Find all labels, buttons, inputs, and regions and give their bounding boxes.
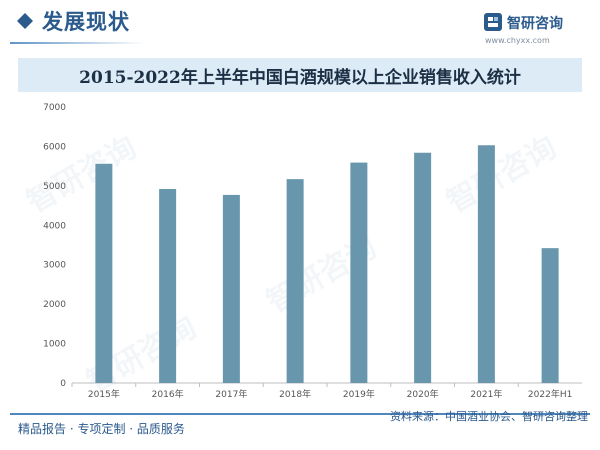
bar bbox=[286, 179, 304, 383]
source-note: 资料来源：中国酒业协会、智研咨询整理 bbox=[390, 410, 588, 423]
bar bbox=[477, 145, 495, 383]
x-tick-label: 2017年 bbox=[215, 388, 247, 400]
section-title-underline bbox=[10, 42, 145, 44]
y-tick-label: 2000 bbox=[43, 300, 66, 310]
y-tick-label: 3000 bbox=[43, 261, 66, 271]
x-tick-label: 2021年 bbox=[470, 388, 502, 400]
y-tick-label: 6000 bbox=[43, 142, 66, 152]
footer-slogan: 精品报告 · 专项定制 · 品质服务 bbox=[18, 422, 185, 436]
x-tick-label: 2019年 bbox=[343, 388, 375, 400]
x-tick-label: 2022年H1 bbox=[528, 388, 572, 400]
diamond-icon bbox=[17, 13, 33, 29]
bar bbox=[541, 248, 559, 383]
chart-title: 2015-2022年上半年中国白酒规模以上企业销售收入统计 bbox=[79, 67, 521, 88]
bar-chart: 0 1000 2000 3000 4000 5000 6000 7000 2015年 2016年 2… bbox=[43, 103, 582, 400]
brand-url: www.chyxx.com bbox=[485, 36, 550, 45]
x-tick-label: 2020年 bbox=[407, 388, 439, 400]
x-tick-label: 2016年 bbox=[152, 388, 184, 400]
bar bbox=[414, 152, 432, 383]
y-tick-label: 1000 bbox=[43, 340, 66, 350]
bar bbox=[159, 189, 177, 383]
footer-divider bbox=[10, 413, 590, 415]
y-tick-label: 5000 bbox=[43, 182, 66, 192]
x-tick-label: 2018年 bbox=[279, 388, 311, 400]
y-tick-label: 4000 bbox=[43, 221, 66, 231]
x-tick-label: 2015年 bbox=[88, 388, 120, 400]
brand-logo-icon bbox=[484, 13, 502, 31]
chart-title-band: 2015-2022年上半年中国白酒规模以上企业销售收入统计 bbox=[18, 58, 582, 92]
section-title: 发展现状 bbox=[42, 9, 130, 34]
header: 发展现状 智研咨询 www.chyxx.com bbox=[0, 0, 600, 52]
y-tick-label: 7000 bbox=[43, 103, 66, 113]
brand-name: 智研咨询 bbox=[507, 16, 563, 32]
bar bbox=[95, 163, 113, 383]
brand: 智研咨询 www.chyxx.com bbox=[483, 12, 578, 48]
bar bbox=[350, 162, 368, 383]
y-tick-label: 0 bbox=[60, 379, 66, 389]
bar bbox=[222, 194, 240, 383]
